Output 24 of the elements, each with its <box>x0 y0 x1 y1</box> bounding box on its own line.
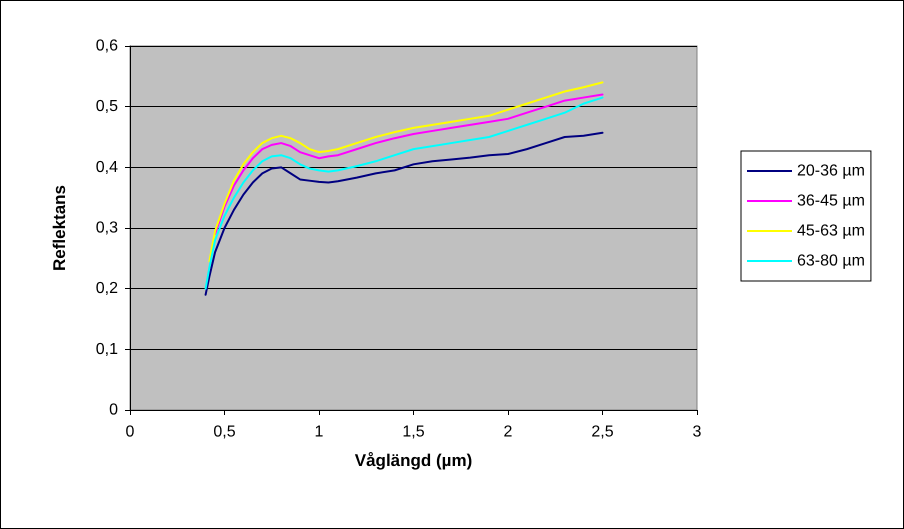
x-tick-label: 0,5 <box>213 424 236 440</box>
y-tick-label: 0,3 <box>96 220 118 236</box>
y-tick-label: 0,2 <box>96 280 118 298</box>
line-series <box>204 132 604 296</box>
y-tick-label: 0 <box>109 402 118 418</box>
line-series <box>204 96 604 290</box>
x-tick-label: 2,5 <box>591 424 614 440</box>
y-tick-label: 0,4 <box>96 158 118 176</box>
line-series <box>208 81 604 262</box>
legend-label: 20-36 µm <box>797 162 865 180</box>
y-axis-title: Reflektans <box>50 185 69 271</box>
legend-label: 63-80 µm <box>797 252 865 270</box>
x-tick-label: 1,5 <box>402 424 425 440</box>
x-axis-title: Våglängd (µm) <box>354 451 472 470</box>
y-tick-label: 0,1 <box>96 340 118 358</box>
x-tick-label: 0 <box>126 424 135 440</box>
y-tick-label: 0,6 <box>96 38 118 54</box>
line-series <box>214 94 604 236</box>
x-tick-label: 2 <box>504 424 513 440</box>
y-tick-label: 0,5 <box>96 98 118 116</box>
legend-label: 45-63 µm <box>797 222 865 240</box>
x-tick-label: 3 <box>692 424 702 440</box>
x-tick-label: 1 <box>314 424 324 440</box>
legend-label: 36-45 µm <box>797 192 865 210</box>
